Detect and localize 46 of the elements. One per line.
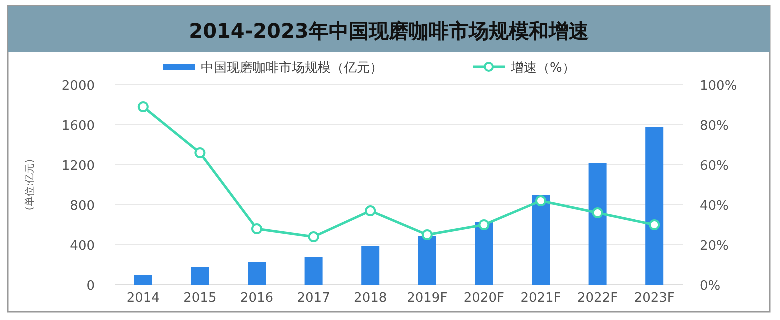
bar (475, 222, 494, 285)
point (365, 206, 376, 216)
bar (362, 246, 380, 285)
x-tick-label: 2016 (240, 291, 274, 306)
point (308, 232, 320, 242)
x-tick-label: 2023F (634, 291, 675, 306)
point (422, 230, 433, 240)
bar (646, 127, 664, 285)
y2-tick-label: 0% (700, 279, 721, 294)
point (536, 196, 546, 206)
x-tick-label: 2014 (126, 291, 160, 306)
x-tick-label: 2021F (520, 291, 562, 306)
x-tick-label: 2018 (354, 291, 388, 306)
point (649, 220, 660, 230)
bar (532, 195, 550, 285)
y-tick-label: 800 (70, 199, 95, 214)
y2-tick-label: 20% (700, 239, 729, 254)
y2-tick-label: 100% (700, 79, 738, 94)
x-tick-label: 2015 (184, 291, 217, 306)
y2-tick-label: 80% (700, 119, 729, 134)
y-tick-label: 0 (86, 279, 95, 294)
point (194, 148, 206, 158)
legend-label: 增速（%） (510, 61, 576, 76)
y-tick-label: 400 (70, 239, 95, 254)
bar (418, 236, 436, 285)
bar (134, 275, 152, 285)
legend-label: 中国现磨咖啡市场规模（亿元） (201, 61, 383, 76)
x-tick-label: 2020F (464, 291, 504, 306)
point (592, 208, 604, 218)
y2-tick-label: 60% (700, 159, 729, 174)
point (478, 220, 490, 230)
y2-tick-label: 40% (700, 199, 729, 214)
bar (304, 257, 323, 285)
x-tick-label: 2019F (407, 291, 448, 306)
x-tick-label: 2017 (297, 291, 330, 306)
chart-title: 2014-2023年中国现磨咖啡市场规模和增速 (189, 19, 589, 43)
point (138, 102, 149, 112)
y-tick-label: 2000 (62, 79, 95, 94)
y-tick-label: 1600 (62, 119, 95, 134)
y-tick-label: 1200 (62, 159, 95, 174)
bar (588, 163, 607, 285)
bar (191, 267, 210, 285)
point (252, 224, 262, 234)
y-axis-title: (单位:亿元) (24, 159, 36, 211)
bar (248, 262, 266, 285)
x-tick-label: 2022F (578, 291, 618, 306)
